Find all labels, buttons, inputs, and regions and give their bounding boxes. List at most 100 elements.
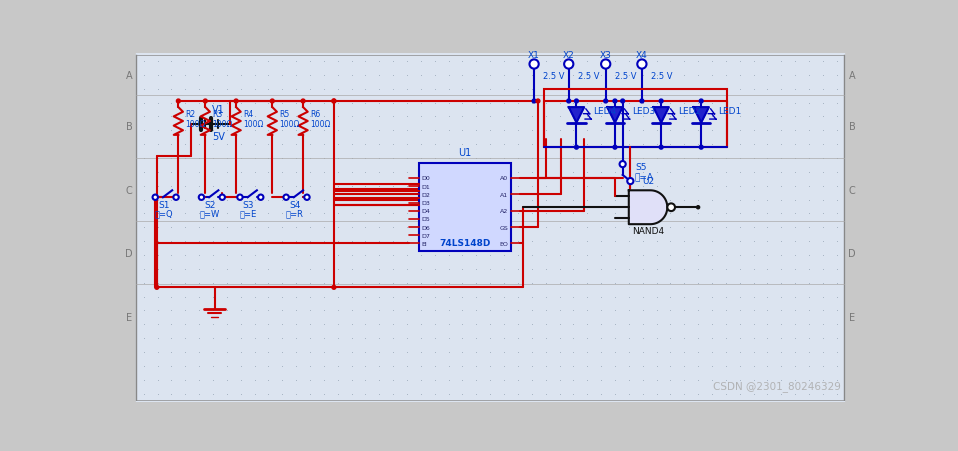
Text: 5V: 5V [212, 132, 225, 142]
Text: EI: EI [422, 241, 427, 246]
Bar [419, 163, 511, 252]
Text: R6: R6 [310, 110, 320, 119]
Circle shape [604, 100, 607, 104]
Text: A: A [849, 71, 855, 81]
Text: A: A [125, 71, 132, 81]
Polygon shape [628, 191, 668, 225]
Text: GS: GS [499, 225, 508, 230]
Circle shape [152, 195, 158, 201]
Text: 键=E: 键=E [240, 208, 257, 217]
Text: X2: X2 [563, 51, 575, 60]
Text: S3: S3 [242, 201, 254, 210]
Text: 74LS148D: 74LS148D [439, 239, 490, 248]
Text: A1: A1 [500, 193, 508, 198]
Text: D1: D1 [422, 184, 430, 189]
Text: 键=R: 键=R [285, 208, 304, 217]
Text: X1: X1 [528, 51, 540, 60]
Text: X4: X4 [636, 51, 648, 60]
Text: 100Ω: 100Ω [279, 120, 300, 129]
Circle shape [575, 146, 579, 150]
Circle shape [601, 60, 610, 69]
Circle shape [284, 195, 289, 201]
Text: A2: A2 [500, 209, 508, 214]
Circle shape [613, 146, 617, 150]
Text: D7: D7 [422, 233, 430, 238]
Circle shape [198, 195, 204, 201]
Circle shape [234, 100, 238, 104]
Text: CSDN @2301_80246329: CSDN @2301_80246329 [713, 381, 840, 391]
Circle shape [533, 100, 536, 104]
Polygon shape [694, 108, 709, 123]
Circle shape [627, 179, 633, 185]
Text: LED1: LED1 [718, 107, 741, 116]
Text: C: C [125, 185, 132, 195]
Circle shape [258, 195, 263, 201]
Circle shape [621, 100, 625, 104]
Circle shape [270, 100, 274, 104]
Circle shape [219, 195, 225, 201]
Text: E: E [849, 312, 855, 322]
Text: EO: EO [499, 241, 508, 246]
Circle shape [203, 100, 207, 104]
Text: U2: U2 [642, 176, 654, 185]
Text: 2.5 V: 2.5 V [578, 72, 600, 81]
Polygon shape [607, 108, 623, 123]
Circle shape [575, 100, 579, 104]
Circle shape [155, 286, 159, 290]
Text: 100Ω: 100Ω [243, 120, 263, 129]
Text: 键=W: 键=W [200, 208, 220, 217]
Text: V1: V1 [212, 105, 225, 115]
Text: C: C [849, 185, 855, 195]
Circle shape [668, 204, 675, 212]
Circle shape [659, 146, 663, 150]
Circle shape [699, 146, 703, 150]
Circle shape [301, 100, 305, 104]
Text: 2.5 V: 2.5 V [615, 72, 636, 81]
Text: D4: D4 [422, 209, 430, 214]
Circle shape [613, 100, 617, 104]
Text: D: D [125, 248, 133, 258]
Text: S5: S5 [635, 162, 647, 171]
Text: 100Ω: 100Ω [310, 120, 331, 129]
Circle shape [564, 60, 574, 69]
Text: B: B [849, 122, 855, 132]
Text: R2: R2 [185, 110, 195, 119]
Circle shape [305, 195, 309, 201]
Circle shape [620, 161, 626, 168]
Polygon shape [569, 108, 584, 123]
Text: R5: R5 [279, 110, 289, 119]
Text: D5: D5 [422, 217, 430, 222]
Bar [544, 90, 726, 148]
Text: R3: R3 [213, 110, 222, 119]
Text: 键=Q: 键=Q [154, 208, 173, 217]
Text: LED3: LED3 [632, 107, 655, 116]
Circle shape [173, 195, 179, 201]
Polygon shape [653, 108, 669, 123]
Text: E: E [126, 312, 132, 322]
Text: D0: D0 [422, 176, 430, 181]
Circle shape [536, 100, 540, 104]
Circle shape [332, 100, 336, 104]
Text: X3: X3 [600, 51, 611, 60]
Text: 100Ω: 100Ω [185, 120, 206, 129]
Text: S1: S1 [158, 201, 170, 210]
Circle shape [332, 286, 336, 290]
Text: 100Ω: 100Ω [213, 120, 233, 129]
Circle shape [637, 60, 647, 69]
Circle shape [696, 206, 699, 209]
Text: D6: D6 [422, 225, 430, 230]
Circle shape [530, 60, 538, 69]
Text: 键=A: 键=A [635, 171, 654, 180]
Text: S4: S4 [289, 201, 300, 210]
Text: LED4: LED4 [593, 107, 617, 116]
Circle shape [332, 100, 336, 104]
Text: D2: D2 [422, 193, 430, 198]
Text: D3: D3 [422, 201, 430, 206]
Text: NAND4: NAND4 [632, 227, 664, 236]
Text: 2.5 V: 2.5 V [651, 72, 673, 81]
Text: U1: U1 [458, 147, 471, 157]
Text: D: D [848, 248, 855, 258]
Text: A0: A0 [500, 176, 508, 181]
Circle shape [659, 100, 663, 104]
Text: S2: S2 [204, 201, 216, 210]
